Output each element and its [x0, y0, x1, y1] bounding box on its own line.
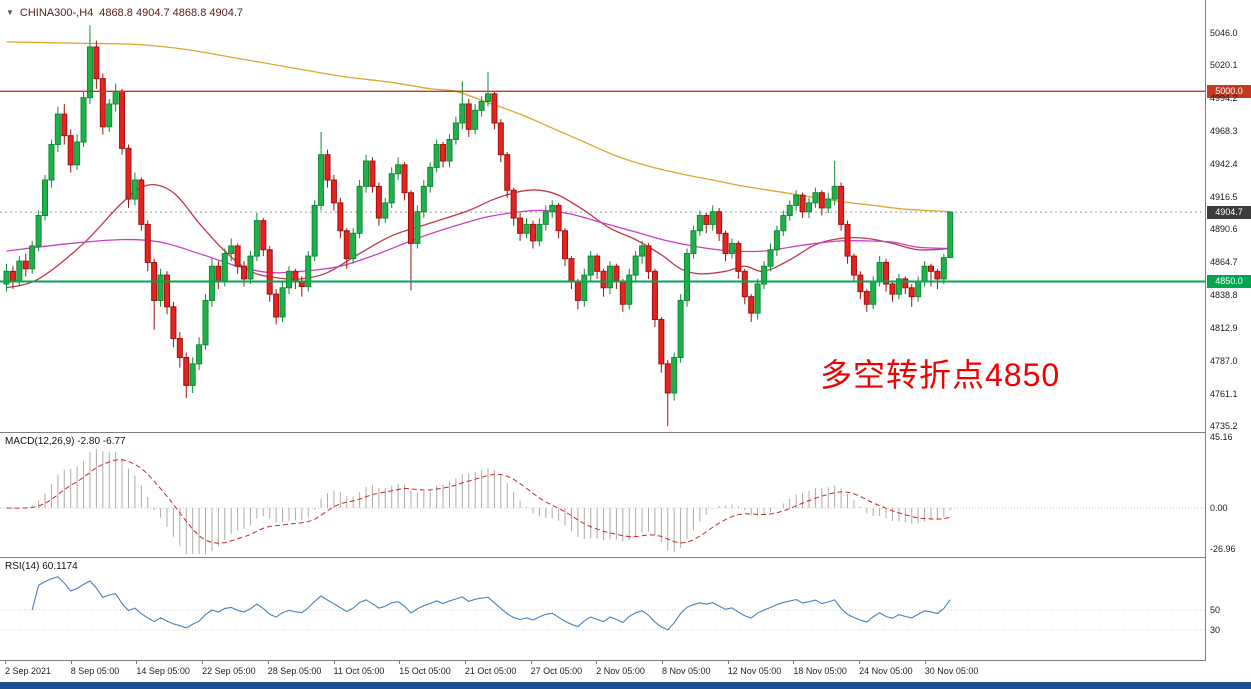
ohlc-values: 4868.8 4904.7 4868.8 4904.7 — [99, 7, 244, 19]
macd-axis-label: 0.00 — [1210, 502, 1228, 513]
time-axis-tick — [662, 661, 663, 664]
macd-histogram — [12, 448, 951, 554]
time-axis-tick — [793, 661, 795, 664]
macd-axis-label: -26.96 — [1210, 544, 1236, 555]
panel-separator[interactable] — [0, 660, 1251, 661]
time-axis[interactable]: 2 Sep 2021 8 Sep 05:00 14 Sep 05:00 22 Sep … — [0, 661, 1251, 682]
price-badge-current: 4904.7 — [1207, 205, 1251, 219]
rsi-indicator-label: RSI(14) 60.1174 — [5, 561, 78, 572]
price-axis-label: 4916.5 — [1210, 191, 1238, 202]
bottom-bar — [0, 682, 1251, 689]
price-axis-label: 4761.1 — [1210, 388, 1238, 399]
rsi-line — [31, 576, 951, 631]
time-axis-label: 12 Nov 05:00 — [727, 666, 782, 676]
time-axis-tick — [530, 661, 532, 664]
symbol-ohlc-line: ▼ CHINA300-,H4 4868.8 4904.7 4868.8 4904… — [6, 7, 243, 19]
price-badge-resistance: 5000.0 — [1207, 84, 1251, 98]
time-axis-label: 8 Nov 05:00 — [662, 666, 711, 676]
price-axis-label: 4968.3 — [1210, 125, 1238, 136]
macd-panel-canvas[interactable] — [0, 433, 1205, 557]
price-axis-label: 5020.1 — [1210, 60, 1238, 71]
time-axis-label: 24 Nov 05:00 — [859, 666, 913, 676]
rsi-panel-canvas[interactable] — [0, 558, 1205, 660]
time-axis-label: 21 Oct 05:00 — [464, 666, 517, 676]
time-axis-tick — [596, 661, 598, 664]
macd-axis-label: 45.16 — [1210, 432, 1233, 443]
time-axis-label: 30 Nov 05:00 — [924, 666, 979, 676]
time-axis-label: 18 Nov 05:00 — [793, 666, 847, 676]
collapse-triangle-icon[interactable]: ▼ — [6, 8, 14, 17]
time-axis-label: 8 Sep 05:00 — [70, 666, 120, 676]
candlestick-series — [3, 25, 954, 426]
time-axis-label: 2 Nov 05:00 — [596, 666, 645, 676]
time-axis-label: 2 Sep 2021 — [5, 666, 52, 676]
chart-annotation-text[interactable]: 多空转折点4850 — [820, 357, 1061, 393]
ma-medium-red — [6, 184, 951, 289]
panel-separator[interactable] — [0, 432, 1251, 433]
price-axis-label: 4812.9 — [1210, 322, 1238, 333]
price-axis-label: 4890.6 — [1210, 224, 1238, 235]
price-axis[interactable]: 5000.0 4904.7 4850.0 5046.0 5020.1 4994.2 4… — [1205, 0, 1251, 682]
time-axis-tick — [70, 661, 72, 664]
rsi-axis-label: 30 — [1210, 624, 1221, 635]
time-axis-tick — [5, 661, 6, 664]
time-axis-label: 15 Oct 05:00 — [399, 666, 451, 676]
time-axis-tick — [859, 661, 861, 664]
ma-long-orange — [6, 41, 951, 213]
time-axis-label: 28 Sep 05:00 — [267, 666, 322, 676]
time-axis-label: 27 Oct 05:00 — [530, 666, 583, 676]
price-axis-label: 4735.2 — [1210, 421, 1238, 432]
time-axis-label: 22 Sep 05:00 — [202, 666, 256, 676]
price-axis-label: 4787.0 — [1210, 355, 1238, 366]
price-axis-label: 4942.4 — [1210, 158, 1238, 169]
time-axis-label: 11 Oct 05:00 — [333, 666, 385, 676]
panel-separator[interactable] — [0, 557, 1251, 558]
time-axis-tick — [136, 661, 138, 664]
price-axis-label: 4994.2 — [1210, 93, 1238, 104]
time-axis-tick — [727, 661, 729, 664]
rsi-axis-label: 50 — [1210, 604, 1221, 615]
time-axis-tick — [333, 661, 335, 664]
symbol-title: CHINA300-,H4 — [19, 7, 94, 19]
time-axis-tick — [202, 661, 204, 664]
price-badge-support: 4850.0 — [1207, 274, 1251, 288]
price-axis-label: 4838.8 — [1210, 290, 1238, 301]
time-axis-tick — [464, 661, 466, 664]
time-axis-tick — [399, 661, 401, 664]
macd-signal-line — [6, 459, 951, 544]
macd-indicator-label: MACD(12,26,9) -2.80 -6.77 — [5, 436, 126, 447]
time-axis-tick — [924, 661, 926, 664]
time-axis-tick — [267, 661, 269, 664]
main-chart-canvas[interactable] — [0, 0, 1205, 432]
price-axis-label: 5046.0 — [1210, 27, 1238, 38]
time-axis-label: 14 Sep 05:00 — [136, 666, 190, 676]
price-axis-label: 4864.7 — [1210, 257, 1238, 268]
